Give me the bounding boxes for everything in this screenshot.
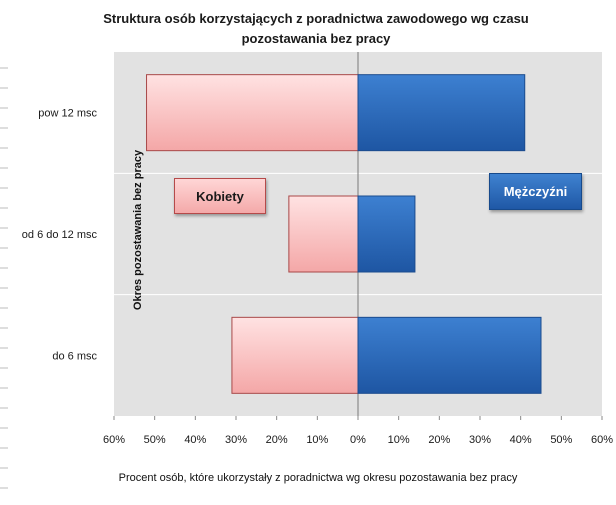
bar-men	[357, 316, 542, 394]
x-tick-label: 0%	[350, 434, 366, 446]
legend-women: Kobiety	[174, 178, 266, 214]
x-tick-label: 20%	[428, 434, 450, 446]
y-axis-title: Okres pozostawania bez pracy	[132, 149, 144, 311]
category-label: pow 12 msc	[38, 108, 97, 120]
bar-men	[357, 74, 526, 152]
bar-women	[146, 74, 359, 152]
left-rule-ticks	[0, 60, 10, 500]
x-tick-label: 10%	[388, 434, 410, 446]
x-tick-label: 60%	[591, 434, 613, 446]
x-tick-label: 20%	[266, 434, 288, 446]
x-axis-title: Procent osób, które ukorzystały z poradn…	[118, 472, 518, 484]
x-tick-label: 40%	[510, 434, 532, 446]
left-rule-svg	[0, 67, 8, 489]
x-tick-label: 50%	[550, 434, 572, 446]
x-tick-label: 60%	[103, 434, 125, 446]
x-tick-label: 50%	[144, 434, 166, 446]
x-tick-label: 30%	[469, 434, 491, 446]
x-tick-label: 30%	[225, 434, 247, 446]
x-tick-label: 40%	[184, 434, 206, 446]
x-tick-label: 10%	[306, 434, 328, 446]
category-label: do 6 msc	[52, 350, 97, 362]
legend-men: Mężczyźni	[489, 173, 582, 210]
bar-women	[288, 195, 359, 273]
bar-men	[357, 195, 416, 273]
bar-women	[231, 316, 359, 394]
chart-title: Struktura osób korzystających z poradnic…	[103, 11, 529, 46]
category-label: od 6 do 12 msc	[22, 229, 98, 241]
